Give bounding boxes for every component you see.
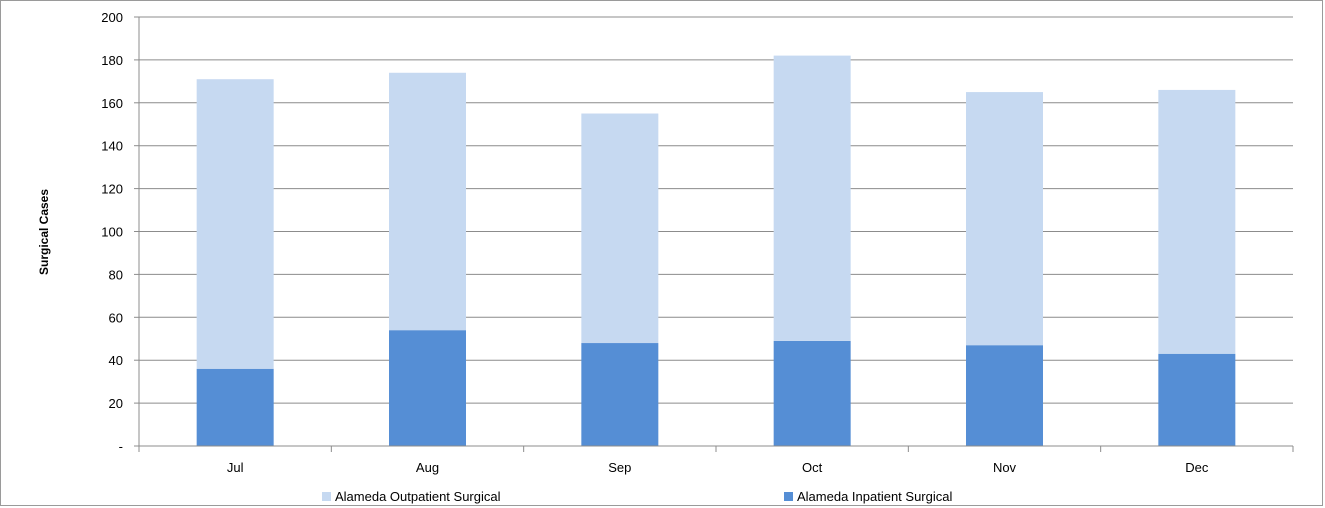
- x-tick-label: Dec: [1185, 460, 1209, 475]
- bar-inpatient-oct: [773, 340, 851, 446]
- legend: Alameda Outpatient Surgical Alameda Inpat…: [322, 489, 952, 504]
- y-tick-label: 160: [101, 96, 123, 111]
- legend-swatch: [784, 492, 793, 501]
- bar-inpatient-sep: [581, 343, 659, 446]
- y-tick-label: 100: [101, 225, 123, 240]
- legend-label: Alameda Outpatient Surgical: [335, 489, 501, 504]
- bar-outpatient-oct: [773, 55, 851, 341]
- legend-swatch: [322, 492, 331, 501]
- bar-outpatient-aug: [389, 72, 466, 331]
- y-tick-label: 80: [109, 267, 123, 282]
- y-axis-label: Surgical Cases: [37, 189, 51, 275]
- legend-label: Alameda Inpatient Surgical: [797, 489, 952, 504]
- axes: [134, 16, 1294, 452]
- x-tick-label: Aug: [416, 460, 439, 475]
- y-tick-label: 40: [109, 353, 123, 368]
- x-tick-label: Jul: [227, 460, 244, 475]
- y-tick-label: -: [119, 439, 123, 454]
- x-tick-label: Sep: [608, 460, 631, 475]
- bar-inpatient-aug: [389, 330, 466, 446]
- bar-inpatient-nov: [966, 345, 1043, 446]
- bar-outpatient-jul: [196, 79, 274, 369]
- gridlines: [139, 16, 1293, 404]
- bar-inpatient-jul: [196, 368, 274, 446]
- y-tick-label: 120: [101, 182, 123, 197]
- x-tick-label: Nov: [993, 460, 1017, 475]
- y-tick-label: 60: [109, 310, 123, 325]
- y-tick-label: 20: [109, 396, 123, 411]
- bar-outpatient-dec: [1158, 89, 1236, 354]
- x-tick-label: Oct: [802, 460, 823, 475]
- bar-outpatient-sep: [581, 113, 659, 344]
- y-tick-label: 140: [101, 139, 123, 154]
- bar-inpatient-dec: [1158, 353, 1236, 446]
- y-tick-label: 180: [101, 53, 123, 68]
- x-tick-labels: Jul Aug Sep Oct Nov Dec: [227, 460, 1209, 475]
- bar-outpatient-nov: [966, 92, 1043, 346]
- bars: [196, 55, 1236, 446]
- y-tick-label: 200: [101, 10, 123, 25]
- y-tick-labels: - 20 40 60 80 100 120 140 160 180 200: [101, 10, 123, 454]
